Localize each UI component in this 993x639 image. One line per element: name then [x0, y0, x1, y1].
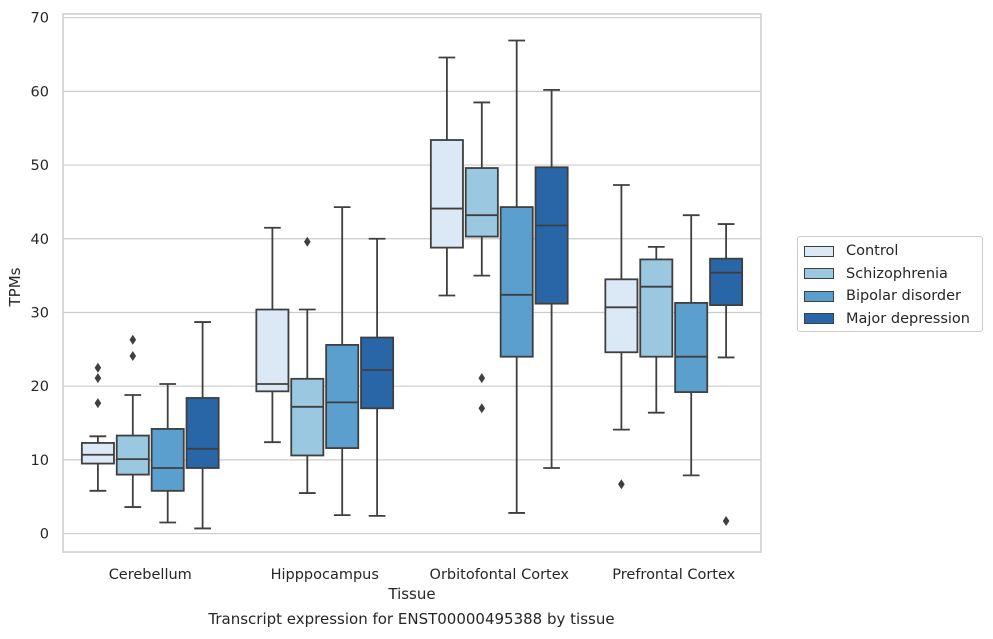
box-iqr	[674, 301, 709, 393]
outlier-point	[478, 403, 486, 414]
box-major-depression	[534, 89, 569, 469]
box-bipolar-disorder	[325, 206, 360, 517]
y-tick-label: 30	[31, 305, 49, 321]
box-iqr	[464, 167, 499, 238]
legend-label: Major depression	[846, 310, 970, 327]
box-iqr	[360, 336, 395, 410]
legend-swatch	[804, 313, 834, 324]
y-tick-label: 60	[31, 84, 49, 100]
legend-swatch	[804, 245, 834, 257]
box-iqr	[115, 434, 150, 476]
x-axis-label: Tissue	[387, 585, 435, 603]
box-iqr	[639, 258, 674, 358]
box-schizophrenia	[639, 245, 674, 414]
box-control	[604, 184, 639, 490]
legend-label: Control	[846, 243, 899, 259]
box-iqr	[325, 344, 360, 449]
box-iqr	[499, 206, 534, 358]
box-iqr	[290, 377, 325, 457]
box-iqr	[80, 442, 115, 465]
box-iqr	[185, 397, 220, 469]
figure-caption: Transcript expression for ENST0000049538…	[208, 610, 615, 628]
legend-label: Bipolar disorder	[846, 288, 961, 304]
x-axis-ticks: Cerebellum Hipppocampus Orbitofontal Corte…	[109, 567, 736, 583]
box-iqr	[150, 428, 185, 492]
box-iqr	[429, 139, 464, 249]
box-major-depression	[709, 223, 744, 527]
legend-item: Schizophrenia	[804, 264, 948, 284]
box-iqr	[604, 278, 639, 354]
x-tick-label: Orbitofontal Cortex	[430, 567, 570, 583]
y-tick-label: 50	[31, 158, 49, 174]
box-control	[80, 362, 115, 492]
box-schizophrenia	[290, 236, 325, 494]
box-schizophrenia	[115, 334, 150, 508]
box-major-depression	[185, 321, 220, 530]
box-bipolar-disorder	[150, 383, 185, 524]
legend-swatch	[804, 268, 834, 279]
box-bipolar-disorder	[674, 214, 709, 477]
box-bipolar-disorder	[499, 39, 534, 514]
outlier-point	[129, 350, 137, 361]
x-tick-label: Cerebellum	[109, 567, 192, 583]
box-schizophrenia	[464, 101, 499, 414]
x-tick-label: Prefrontal Cortex	[612, 567, 735, 583]
box-control	[429, 56, 464, 297]
y-tick-label: 20	[31, 379, 49, 395]
y-tick-label: 10	[31, 453, 49, 469]
y-tick-label: 40	[31, 232, 49, 248]
legend-item: Bipolar disorder	[804, 286, 961, 306]
y-axis-ticks: 0 10 20 30 40 50 60 70	[31, 11, 49, 543]
outlier-point	[618, 479, 625, 490]
legend-swatch	[804, 290, 834, 302]
outlier-point	[478, 373, 486, 384]
box-control	[255, 226, 290, 444]
legend-label: Schizophrenia	[846, 265, 948, 282]
plot-area	[80, 39, 744, 530]
legend-item: Control	[804, 241, 898, 261]
y-axis-label: TPMs	[6, 267, 24, 307]
legend-item: Major depression	[804, 309, 970, 329]
y-tick-label: 70	[31, 11, 49, 27]
plot-frame	[62, 13, 762, 553]
legend: Control Schizophrenia Bipolar disorder Majo…	[797, 236, 983, 332]
box-iqr	[255, 308, 290, 393]
box-iqr	[534, 166, 569, 305]
outlier-point	[129, 334, 137, 345]
outlier-point	[304, 236, 311, 247]
y-tick-label: 0	[40, 527, 49, 543]
x-tick-label: Hipppocampus	[271, 567, 379, 583]
outlier-point	[94, 373, 102, 384]
box-major-depression	[360, 237, 395, 517]
box-iqr	[709, 257, 744, 307]
outlier-point	[94, 398, 102, 409]
outlier-point	[722, 516, 730, 527]
outlier-point	[94, 362, 102, 373]
